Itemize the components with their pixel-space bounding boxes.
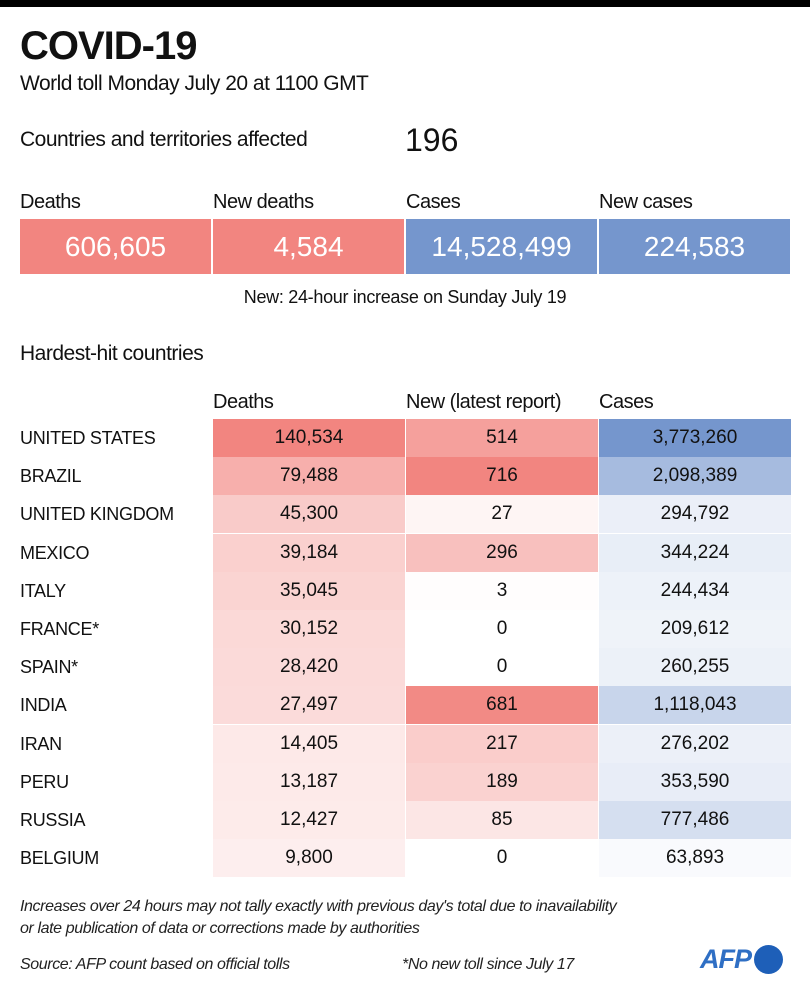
new-definition-note: New: 24-hour increase on Sunday July 19	[243, 287, 567, 307]
summary-label-cases: Cases	[406, 191, 461, 213]
table-cell-new: 0	[406, 839, 598, 878]
row-country-label: BELGIUM	[20, 848, 99, 869]
table-cell-cases: 260,255	[599, 648, 791, 687]
source-note: Source: AFP count based on official toll…	[20, 956, 290, 973]
row-country-label: FRANCE*	[20, 619, 99, 639]
row-country-label: RUSSIA	[20, 810, 86, 830]
table-cell-deaths: 30,152	[213, 610, 405, 648]
row-country-label: SPAIN*	[20, 657, 78, 678]
table-cell-cases: 276,202	[599, 724, 791, 763]
row-country-label: PERU	[20, 771, 69, 792]
table-cell-cases: 294,792	[599, 495, 791, 534]
table-cell-deaths: 28,420	[213, 648, 405, 687]
table-cell-new: 0	[406, 648, 598, 687]
table-cell-deaths: 39,184	[213, 533, 405, 572]
table-cell-deaths: 27,497	[213, 686, 405, 725]
summary-label-deaths: Deaths	[20, 191, 81, 213]
table-cell-cases: 353,590	[599, 762, 791, 801]
row-country-label: ITALY	[20, 580, 66, 601]
table-cell-cases: 209,612	[599, 610, 791, 648]
table-cell-cases: 344,224	[599, 533, 791, 572]
table-cell-new: 296	[406, 533, 598, 572]
page-subtitle: World toll Monday July 20 at 1100 GMT	[20, 72, 369, 95]
table-cell-new: 681	[406, 686, 598, 725]
page-title: COVID-19	[20, 24, 197, 68]
table-cell-cases: 244,434	[599, 571, 791, 610]
table-cell-new: 85	[406, 801, 598, 839]
summary-value-new-deaths: 4,584	[213, 219, 404, 274]
countries-affected-value: 196	[405, 122, 459, 158]
table-cell-new: 514	[406, 419, 598, 457]
table-cell-cases: 3,773,260	[599, 419, 791, 457]
table-cell-deaths: 79,488	[213, 457, 405, 496]
row-country-label: INDIA	[20, 695, 67, 716]
table-cell-deaths: 45,300	[213, 495, 405, 534]
afp-logo-dot-icon	[754, 945, 783, 974]
table-cell-deaths: 35,045	[213, 571, 405, 610]
column-header-deaths: Deaths	[213, 391, 274, 413]
summary-value-cases: 14,528,499	[406, 219, 597, 274]
table-cell-new: 27	[406, 495, 598, 534]
countries-affected-label: Countries and territories affected	[20, 128, 308, 151]
top-bar	[0, 0, 810, 7]
table-cell-new: 3	[406, 571, 598, 610]
table-cell-deaths: 12,427	[213, 801, 405, 839]
row-country-label: UNITED STATES	[20, 428, 156, 448]
summary-value-deaths: 606,605	[20, 219, 211, 274]
table-cell-new: 716	[406, 457, 598, 496]
table-cell-cases: 777,486	[599, 801, 791, 839]
row-country-label: BRAZIL	[20, 466, 82, 487]
table-cell-new: 217	[406, 724, 598, 763]
asterisk-note: *No new toll since July 17	[402, 956, 574, 973]
afp-logo: AFP	[700, 944, 783, 975]
column-header-cases: Cases	[599, 391, 654, 413]
column-header-new: New (latest report)	[406, 391, 562, 413]
disclaimer-line-2: or late publication of data or correctio…	[20, 920, 420, 937]
section-title: Hardest-hit countries	[20, 342, 204, 365]
afp-logo-text: AFP	[700, 944, 752, 974]
table-cell-deaths: 14,405	[213, 724, 405, 763]
row-country-label: MEXICO	[20, 542, 90, 563]
summary-label-new-cases: New cases	[599, 191, 693, 213]
table-cell-deaths: 13,187	[213, 762, 405, 801]
table-cell-cases: 2,098,389	[599, 457, 791, 496]
disclaimer-line-1: Increases over 24 hours may not tally ex…	[20, 898, 617, 915]
summary-value-new-cases: 224,583	[599, 219, 790, 274]
table-cell-new: 189	[406, 762, 598, 801]
table-cell-new: 0	[406, 610, 598, 648]
row-country-label: IRAN	[20, 733, 62, 754]
summary-label-new-deaths: New deaths	[213, 191, 314, 213]
table-cell-deaths: 140,534	[213, 419, 405, 457]
table-cell-deaths: 9,800	[213, 839, 405, 878]
table-cell-cases: 1,118,043	[599, 686, 791, 725]
table-cell-cases: 63,893	[599, 839, 791, 878]
row-country-label: UNITED KINGDOM	[20, 504, 174, 525]
